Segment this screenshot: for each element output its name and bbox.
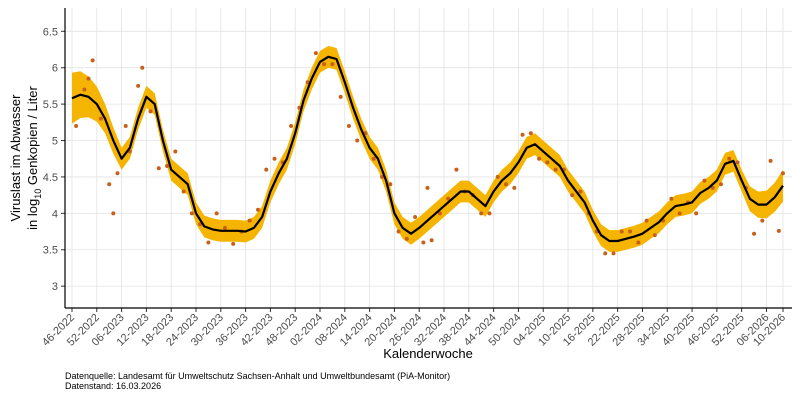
- data-point: [289, 123, 294, 128]
- data-point: [189, 211, 194, 216]
- data-point: [396, 229, 401, 234]
- x-axis-title: Kalenderwoche: [383, 346, 473, 361]
- data-point: [140, 65, 145, 70]
- data-point: [256, 207, 261, 212]
- data-point: [98, 116, 103, 121]
- data-point: [780, 171, 785, 176]
- y-tick-label: 3.5: [43, 245, 58, 257]
- data-point: [148, 109, 153, 114]
- y-tick-label: 6.5: [43, 26, 58, 38]
- data-point: [479, 211, 484, 216]
- data-point: [346, 123, 351, 128]
- data-point: [545, 160, 550, 165]
- data-point: [429, 238, 434, 243]
- data-point: [115, 171, 120, 176]
- data-point: [264, 167, 269, 172]
- data-point: [570, 193, 575, 198]
- data-point: [512, 185, 517, 190]
- data-point: [156, 166, 161, 171]
- data-point: [136, 83, 141, 88]
- data-point: [214, 211, 219, 216]
- data-point: [247, 218, 252, 223]
- data-point: [454, 167, 459, 172]
- data-point: [446, 196, 451, 201]
- y-tick-label: 5: [52, 136, 58, 148]
- data-point: [611, 251, 616, 256]
- data-point: [578, 189, 583, 194]
- data-point: [272, 156, 277, 161]
- data-point: [222, 225, 227, 230]
- data-point: [768, 158, 773, 163]
- data-point: [677, 211, 682, 216]
- data-point: [636, 240, 641, 245]
- data-point: [619, 229, 624, 234]
- data-point: [652, 233, 657, 238]
- data-point: [355, 138, 360, 143]
- data-point: [90, 58, 95, 63]
- data-point: [644, 218, 649, 223]
- data-point: [313, 51, 318, 56]
- data-point: [760, 218, 765, 223]
- data-point: [181, 189, 186, 194]
- data-point: [421, 240, 426, 245]
- data-point: [727, 156, 732, 161]
- data-point: [495, 174, 500, 179]
- data-point: [628, 229, 633, 234]
- data-point: [305, 80, 310, 85]
- data-point: [776, 228, 781, 233]
- y-tick-label: 4: [52, 208, 58, 220]
- y-axis-title-part: Genkopien / Liter: [25, 85, 40, 188]
- data-point: [173, 149, 178, 154]
- data-point: [123, 123, 128, 128]
- data-point: [537, 156, 542, 161]
- data-point: [694, 211, 699, 216]
- y-axis-title-sub: 10: [33, 189, 43, 199]
- y-axis-title: in log10 Genkopien / Liter: [25, 85, 43, 229]
- data-point: [107, 182, 112, 187]
- data-point: [752, 231, 757, 236]
- y-axis-title: Viruslast im Abwasser: [8, 94, 23, 222]
- y-tick-label: 4.5: [43, 172, 58, 184]
- data-point: [520, 132, 525, 137]
- data-point: [86, 76, 91, 81]
- data-point: [165, 164, 170, 169]
- data-point: [603, 251, 608, 256]
- data-point: [487, 211, 492, 216]
- fit-line: [71, 55, 784, 243]
- footnote: Datenstand: 16.03.2026: [65, 381, 161, 391]
- data-point: [710, 185, 715, 190]
- footnote: Datenquelle: Landesamt für Umweltschutz …: [65, 371, 450, 381]
- data-point: [82, 87, 87, 92]
- data-point: [425, 185, 430, 190]
- confidence-band: [72, 45, 783, 252]
- data-point: [231, 241, 236, 246]
- data-point: [206, 240, 211, 245]
- data-point: [338, 94, 343, 99]
- data-point: [330, 62, 335, 67]
- data-point: [111, 211, 116, 216]
- y-tick-label: 5.5: [43, 99, 58, 111]
- data-point: [669, 196, 674, 201]
- data-point: [404, 236, 409, 241]
- data-point: [413, 214, 418, 219]
- y-tick-label: 6: [52, 63, 58, 75]
- y-tick-label: 3: [52, 281, 58, 293]
- data-point: [528, 131, 533, 136]
- data-point: [437, 211, 442, 216]
- data-point: [735, 160, 740, 165]
- y-axis-title-part: in log: [25, 199, 40, 230]
- data-point: [380, 174, 385, 179]
- data-point: [553, 167, 558, 172]
- data-point: [74, 123, 79, 128]
- data-point: [388, 182, 393, 187]
- data-point: [504, 182, 509, 187]
- data-point: [718, 182, 723, 187]
- data-point: [322, 62, 327, 67]
- data-point: [702, 178, 707, 183]
- data-point: [371, 156, 376, 161]
